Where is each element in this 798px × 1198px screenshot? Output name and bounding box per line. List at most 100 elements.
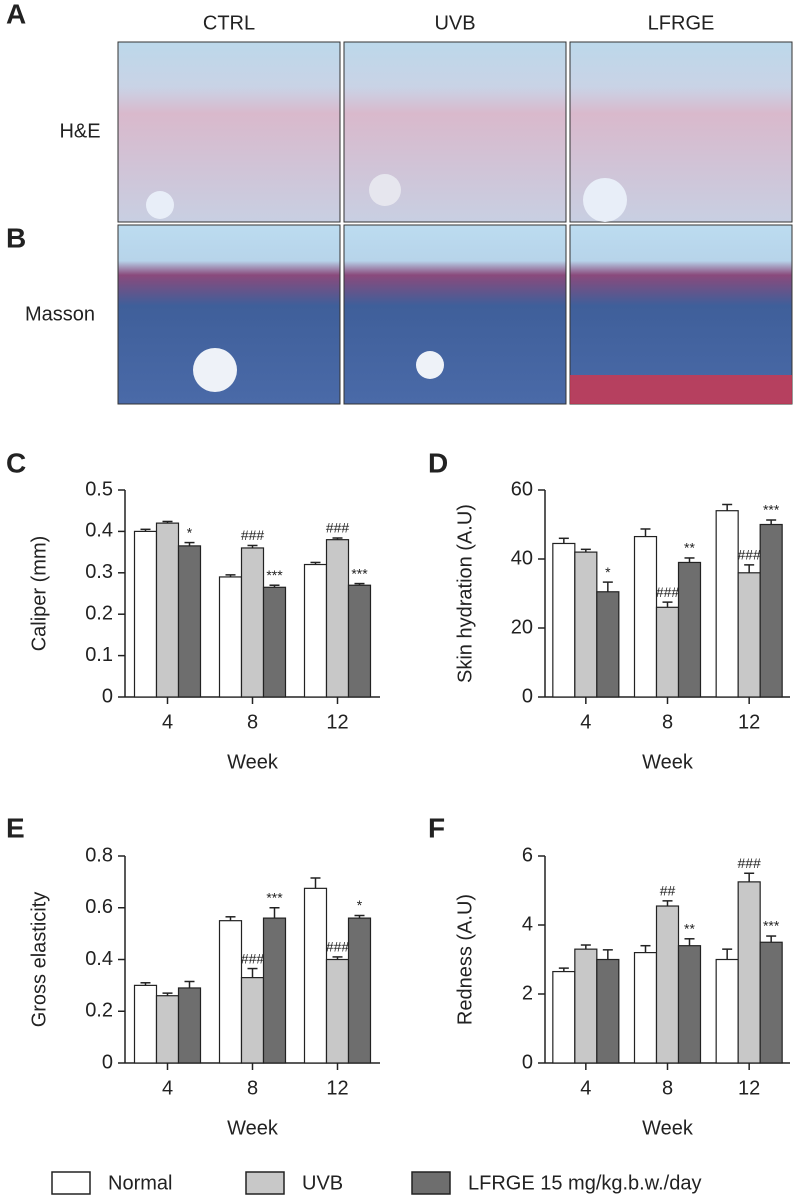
x-tick-label: 8: [247, 1077, 258, 1099]
bar: [303, 887, 328, 1064]
error-bar: [580, 944, 591, 950]
significance-label: ###: [241, 950, 265, 966]
y-tick-label: 0.4: [85, 948, 113, 970]
x-axis-label: Week: [642, 751, 694, 773]
y-tick-label: 0.6: [85, 896, 113, 918]
panel-letter: B: [6, 222, 26, 253]
error-bar: [140, 528, 151, 532]
error-bar: [684, 938, 695, 946]
y-tick-label: 0.4: [85, 520, 113, 542]
bar: [177, 987, 202, 1064]
column-label: CTRL: [203, 12, 255, 34]
significance-label: ***: [266, 889, 283, 905]
bar: [552, 970, 576, 1064]
bar: [737, 572, 761, 698]
error-bar: [140, 982, 151, 986]
significance-label: ###: [737, 855, 761, 871]
bar: [655, 606, 680, 698]
x-tick-label: 12: [326, 711, 348, 733]
legend-label: Normal: [108, 1172, 172, 1194]
error-bar: [602, 581, 613, 592]
error-bar: [354, 582, 365, 586]
x-tick-label: 4: [580, 1077, 591, 1099]
column-label: UVB: [434, 12, 475, 34]
significance-label: ###: [656, 584, 680, 600]
error-bar: [662, 900, 673, 907]
error-bar: [247, 544, 258, 548]
bar: [596, 591, 620, 698]
y-axis-label: Gross elasticity: [28, 892, 50, 1028]
x-tick-label: 12: [326, 1077, 348, 1099]
error-bar: [602, 949, 613, 960]
image-detail: [369, 174, 401, 206]
significance-label: ###: [326, 520, 350, 536]
y-axis-label: Skin hydration (A.U): [454, 504, 476, 683]
y-tick-label: 0.5: [85, 478, 113, 500]
bar: [574, 551, 598, 698]
panel-letter: E: [6, 812, 25, 843]
panel-letter: D: [428, 447, 448, 478]
x-tick-label: 8: [247, 711, 258, 733]
x-axis-label: Week: [227, 1117, 279, 1139]
image-detail: [570, 375, 792, 404]
bar: [715, 958, 739, 1064]
error-bar: [225, 574, 236, 577]
significance-label: *: [605, 564, 611, 580]
y-axis-label: Redness (A.U): [454, 894, 476, 1025]
bar: [552, 542, 576, 698]
bar: [155, 522, 180, 698]
error-bar: [332, 537, 343, 540]
image: [343, 224, 567, 405]
bar: [655, 905, 680, 1064]
x-tick-label: 12: [738, 1077, 760, 1099]
row-label: Masson: [25, 303, 95, 325]
image-detail: [416, 351, 444, 379]
x-tick-label: 12: [738, 711, 760, 733]
y-tick-label: 0.3: [85, 561, 113, 583]
error-bar: [744, 564, 755, 573]
bar: [677, 945, 702, 1064]
bar: [325, 539, 350, 698]
error-bar: [684, 557, 695, 563]
histology-images: [117, 41, 793, 405]
x-axis-label: Week: [227, 751, 279, 773]
significance-label: ***: [763, 918, 780, 934]
y-tick-label: 0: [522, 685, 533, 707]
y-tick-label: 0: [522, 1051, 533, 1073]
bar: [262, 917, 287, 1064]
bar: [177, 545, 202, 698]
panel-letter: A: [6, 0, 26, 29]
bar: [133, 530, 158, 698]
error-bar: [640, 944, 651, 953]
y-tick-label: 0.1: [85, 644, 113, 666]
bar: [759, 941, 783, 1064]
error-bar: [247, 967, 258, 978]
bar: [133, 984, 158, 1064]
error-bar: [332, 956, 343, 960]
significance-label: ***: [266, 567, 283, 583]
y-tick-label: 60: [511, 478, 533, 500]
bar: [633, 535, 658, 698]
x-tick-label: 4: [580, 711, 591, 733]
significance-label: ##: [660, 883, 676, 899]
error-bar: [722, 503, 733, 511]
error-bar: [184, 980, 195, 988]
significance-label: **: [684, 921, 695, 937]
legend-label: UVB: [302, 1172, 343, 1194]
y-tick-label: 0.8: [85, 844, 113, 866]
y-tick-label: 0: [102, 685, 113, 707]
error-bar: [310, 561, 321, 565]
bar: [325, 958, 350, 1064]
significance-label: ***: [351, 565, 368, 581]
bar: [218, 576, 243, 698]
bar: [155, 995, 180, 1064]
error-bar: [310, 877, 321, 889]
y-tick-label: 0.2: [85, 602, 113, 624]
image: [569, 224, 793, 405]
significance-label: ###: [326, 939, 350, 955]
error-bar: [225, 916, 236, 921]
error-bar: [558, 537, 569, 544]
legend-label: LFRGE 15 mg/kg.b.w./day: [468, 1172, 701, 1194]
bar: [240, 547, 265, 698]
